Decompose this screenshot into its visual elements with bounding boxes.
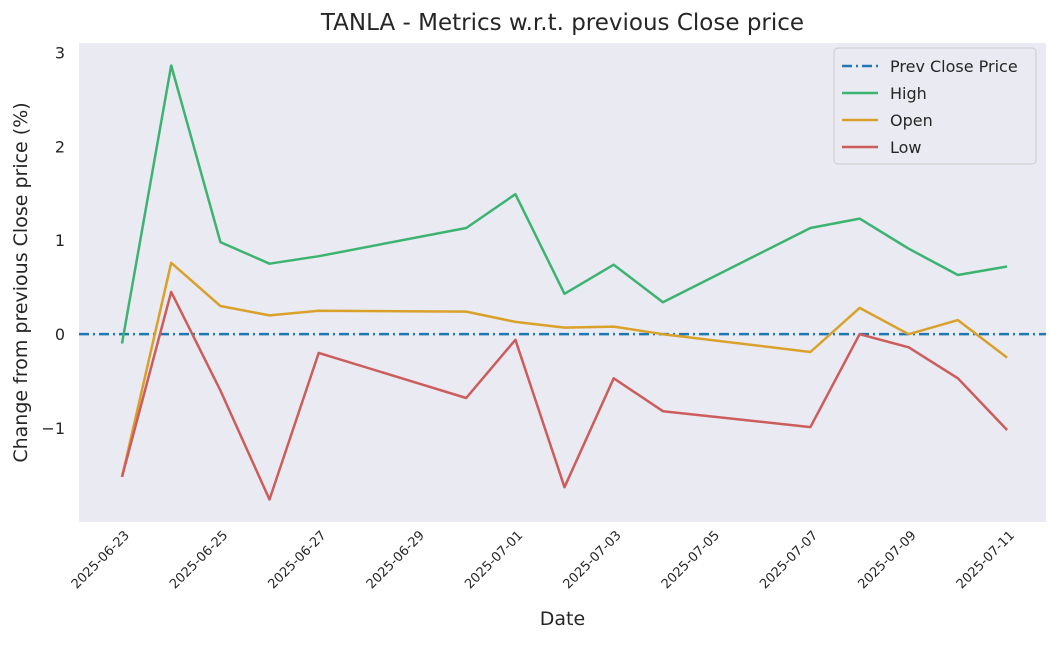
x-tick-label: 2025-07-07 — [757, 528, 821, 592]
chart-title: TANLA - Metrics w.r.t. previous Close pr… — [320, 10, 804, 36]
legend-label: Prev Close Price — [890, 57, 1018, 76]
y-tick-label: 2 — [55, 137, 65, 156]
x-tick-label: 2025-07-01 — [462, 528, 526, 592]
x-tick-label: 2025-07-09 — [856, 528, 920, 592]
y-axis-label: Change from previous Close price (%) — [10, 102, 32, 462]
x-tick-labels: 2025-06-23 2025-06-25 2025-06-27 2025-06-29… — [69, 528, 1018, 592]
y-tick-labels: 3 2 1 0 −1 — [41, 43, 65, 438]
series-line-high — [120, 64, 1008, 344]
legend-label: Open — [890, 111, 933, 130]
y-tick-label: −1 — [41, 419, 65, 438]
x-tick-label: 2025-07-11 — [954, 528, 1018, 592]
series-line-low — [120, 290, 1009, 501]
x-axis-label: Date — [540, 608, 585, 630]
x-tick-label: 2025-07-03 — [561, 528, 625, 592]
series-lines — [79, 64, 1046, 501]
y-tick-label: 3 — [55, 43, 65, 62]
x-tick-label: 2025-06-29 — [364, 528, 428, 592]
y-tick-label: 0 — [55, 325, 65, 344]
x-tick-label: 2025-06-25 — [167, 528, 231, 592]
x-tick-label: 2025-06-23 — [69, 528, 133, 592]
x-tick-label: 2025-07-05 — [659, 528, 723, 592]
y-tick-label: 1 — [55, 231, 65, 250]
legend-label: High — [890, 84, 927, 103]
legend-box — [833, 47, 1037, 165]
legend-label: Low — [890, 138, 922, 157]
series-line-open — [120, 261, 1008, 478]
x-tick-label: 2025-06-27 — [265, 528, 329, 592]
legend: Prev Close Price High Open Low — [833, 47, 1037, 165]
